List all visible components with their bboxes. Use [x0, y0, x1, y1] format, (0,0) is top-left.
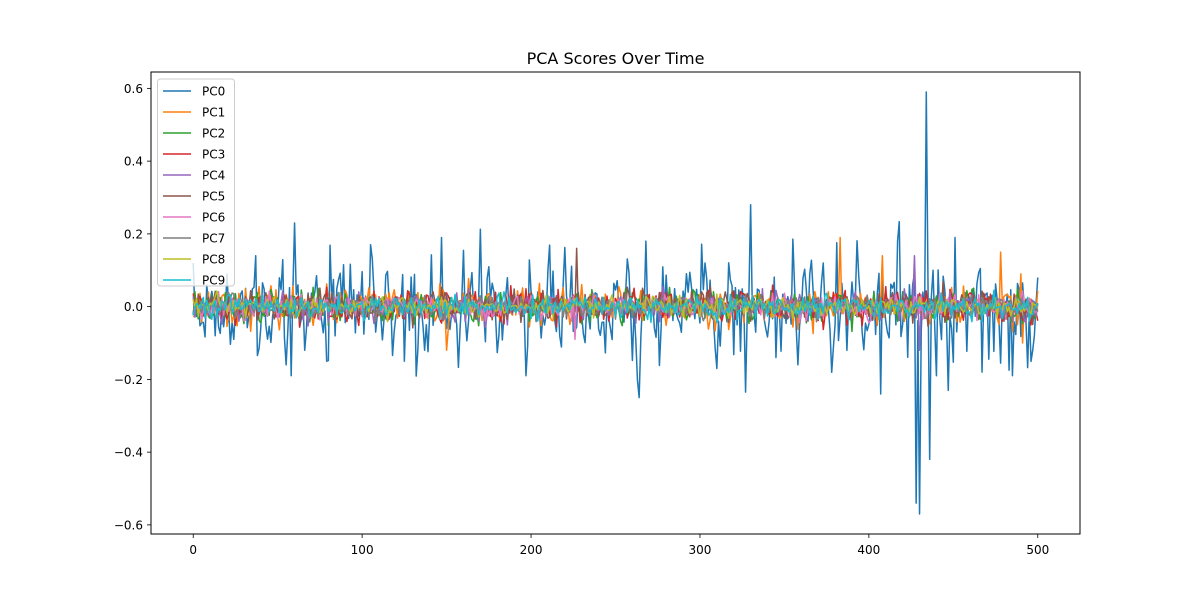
chart-title: PCA Scores Over Time: [527, 49, 705, 68]
x-tick-label: 400: [857, 543, 880, 557]
y-tick-label: 0.6: [124, 82, 143, 96]
y-tick-label: −0.4: [114, 446, 143, 460]
legend-label-pc6: PC6: [202, 211, 225, 225]
series-line-pc6: [193, 290, 1039, 341]
y-tick-label: 0.0: [124, 300, 143, 314]
y-axis: −0.6 −0.4 −0.2 0.0 0.2 0.4 0.6: [114, 82, 151, 532]
x-axis: 0 100 200 300 400 500: [189, 534, 1049, 557]
legend-label-pc2: PC2: [202, 127, 225, 141]
legend-label-pc0: PC0: [202, 85, 225, 99]
y-tick-label: −0.6: [114, 518, 143, 532]
x-tick-label: 300: [689, 543, 712, 557]
series-layer: [192, 91, 1039, 515]
y-tick-label: 0.2: [124, 227, 143, 241]
legend-box: [157, 78, 235, 287]
x-tick-label: 200: [520, 543, 543, 557]
legend-label-pc3: PC3: [202, 148, 225, 162]
legend-label-pc8: PC8: [202, 253, 225, 267]
legend-label-pc5: PC5: [202, 190, 225, 204]
x-tick-label: 100: [351, 543, 374, 557]
legend-label-pc4: PC4: [202, 169, 225, 183]
x-tick-label: 500: [1026, 543, 1049, 557]
legend-label-pc1: PC1: [202, 106, 225, 120]
y-tick-label: −0.2: [114, 373, 143, 387]
y-tick-label: 0.4: [124, 155, 143, 169]
legend-label-pc9: PC9: [202, 274, 225, 288]
x-tick-label: 0: [189, 543, 197, 557]
legend-label-pc7: PC7: [202, 232, 225, 246]
legend: PC0 PC1 PC2 PC3 PC4 PC5 PC6 PC7 PC8 PC9: [157, 78, 235, 288]
series-line-pc9: [192, 289, 1039, 324]
series-line-pc0: [192, 91, 1039, 515]
plot-frame: [150, 71, 1081, 535]
